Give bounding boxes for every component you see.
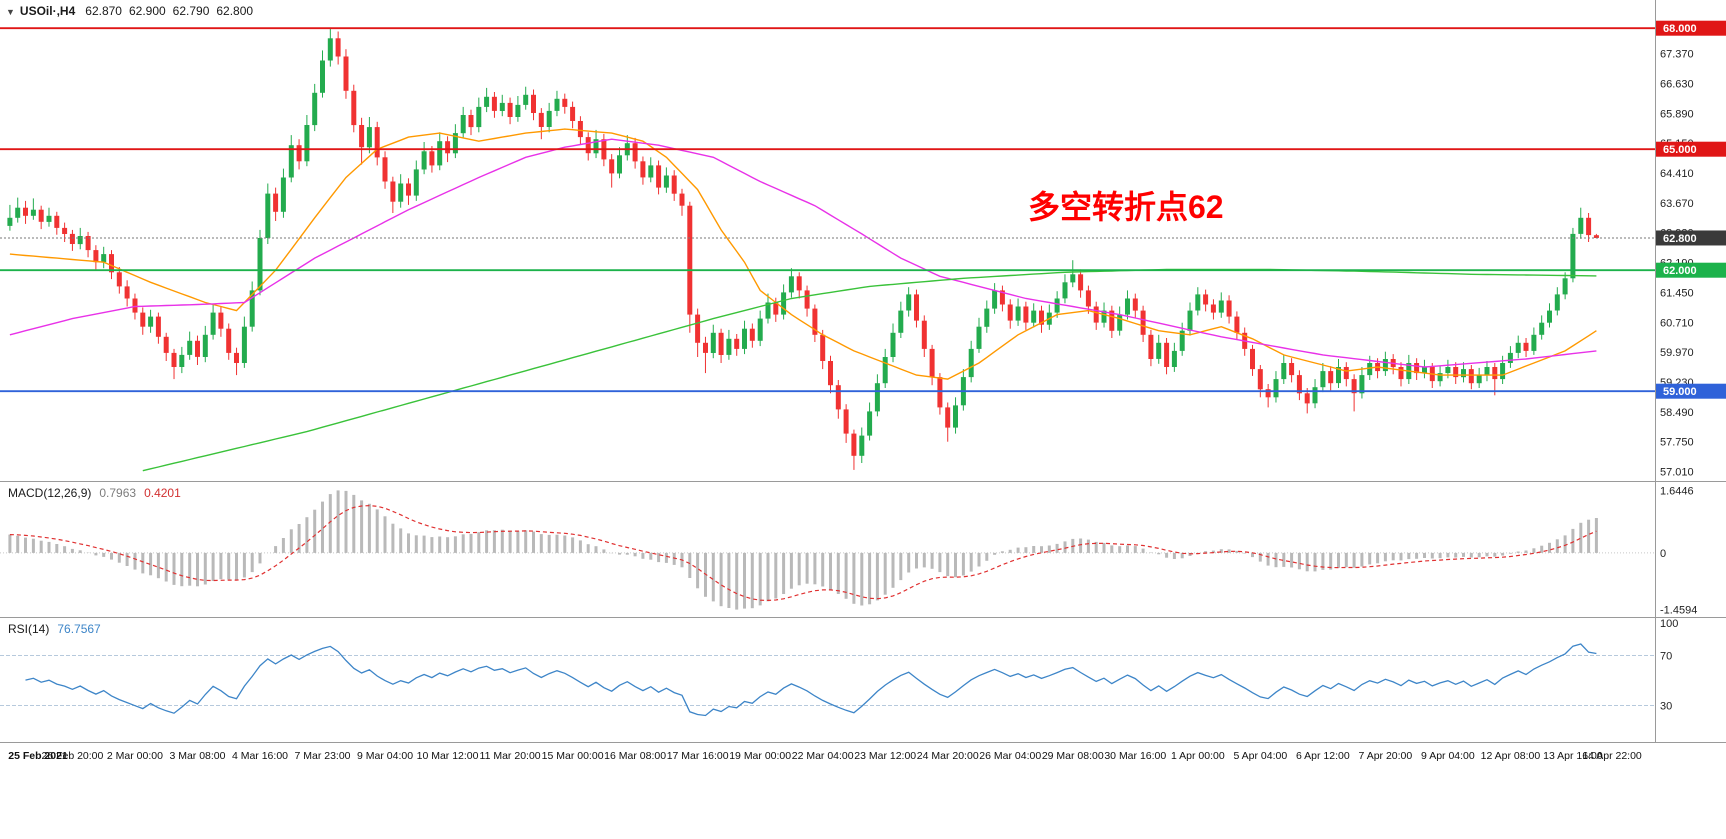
- time-label: 26 Feb 20:00: [41, 750, 104, 762]
- price-label-text: 68.000: [1663, 23, 1697, 35]
- ohlc-high: 62.900: [128, 4, 166, 18]
- rsi-label: RSI(14) 76.7567: [8, 622, 101, 636]
- macd-axis-min: -1.4594: [1660, 605, 1697, 617]
- time-label: 3 Mar 08:00: [169, 750, 226, 762]
- time-label: 1 Apr 00:00: [1170, 750, 1225, 762]
- candlestick-series: [7, 29, 1599, 470]
- time-label: 5 Apr 04:00: [1233, 750, 1288, 762]
- macd-axis-zero: 0: [1660, 548, 1666, 560]
- rsi-value: 76.7567: [57, 622, 101, 636]
- rsi-line: [25, 643, 1597, 717]
- symbol-label: USOil·,H4: [19, 4, 76, 18]
- time-label: 22 Mar 04:00: [791, 750, 854, 762]
- macd-axis-max: 1.6446: [1660, 485, 1694, 497]
- price-tick-label: 57.750: [1660, 437, 1694, 449]
- time-label: 12 Apr 08:00: [1480, 750, 1541, 762]
- time-label: 2 Mar 00:00: [106, 750, 163, 762]
- current-price-label-box: [1656, 230, 1726, 246]
- time-axis[interactable]: 25 Feb 2021 26 Feb 20:00 2 Mar 00:00 3 Mar …: [0, 743, 1726, 783]
- rsi-name: RSI(14): [8, 622, 50, 636]
- price-tick-label: 63.670: [1660, 198, 1694, 210]
- macd-name: MACD(12,26,9): [8, 486, 92, 500]
- price-tick-label: 57.010: [1660, 467, 1694, 479]
- time-label: 11 Mar 20:00: [479, 750, 541, 762]
- time-label: 16 Mar 08:00: [604, 750, 667, 762]
- time-label: 25 Feb 2021: [8, 750, 68, 762]
- price-tick-label: 58.490: [1660, 407, 1694, 419]
- rsi-axis-label: 30: [1660, 701, 1672, 713]
- fast-ma-line[interactable]: [9, 128, 1597, 380]
- time-label: 4 Mar 16:00: [231, 750, 289, 762]
- macd-panel[interactable]: 1.6446 0 -1.4594: [0, 482, 1726, 618]
- price-label-box-59.000: [1656, 383, 1726, 399]
- time-label: 26 Mar 04:00: [979, 750, 1042, 762]
- current-price-label-text: 62.800: [1663, 233, 1697, 245]
- price-scale-separator: [1655, 0, 1656, 743]
- chart-title: ▼ USOil·,H4 62.870 62.900 62.790 62.800: [6, 4, 260, 18]
- ohlc-low: 62.790: [172, 4, 210, 18]
- macd-signal-line: [9, 504, 1597, 602]
- rsi-axis-label: 70: [1660, 651, 1672, 663]
- time-label: 13 Apr 16:00: [1543, 750, 1603, 762]
- price-tick-label: 61.450: [1660, 287, 1694, 299]
- ohlc-open: 62.870: [85, 4, 122, 18]
- time-label: 9 Apr 04:00: [1421, 750, 1475, 762]
- time-label: 14 Apr 22:00: [1582, 750, 1642, 762]
- time-label: 23 Mar 12:00: [854, 750, 917, 762]
- price-label-box-62.000: [1656, 262, 1726, 278]
- macd-main-value: 0.7963: [99, 486, 137, 500]
- macd-label: MACD(12,26,9) 0.7963 0.4201: [8, 486, 181, 500]
- time-label: 30 Mar 16:00: [1104, 750, 1167, 762]
- price-tick-label: 64.410: [1660, 168, 1694, 180]
- price-tick-label: 59.970: [1660, 347, 1694, 359]
- rsi-panel[interactable]: 100 70 30: [0, 618, 1726, 743]
- time-label: 10 Mar 12:00: [416, 750, 479, 762]
- price-tick-label: 65.890: [1660, 108, 1694, 120]
- time-label: 7 Mar 23:00: [294, 750, 351, 762]
- rsi-axis-label: 100: [1660, 618, 1678, 630]
- time-label: 15 Mar 00:00: [541, 750, 604, 762]
- time-label: 7 Apr 20:00: [1358, 750, 1413, 762]
- price-panel[interactable]: 67.37066.63065.89065.15064.41063.67062.9…: [0, 0, 1726, 482]
- price-label-text: 59.000: [1663, 386, 1697, 398]
- macd-histogram: [8, 490, 1598, 610]
- ohlc-close: 62.800: [216, 4, 254, 18]
- dropdown-arrow-icon[interactable]: ▼: [6, 7, 15, 17]
- price-tick-label: 67.370: [1660, 49, 1694, 61]
- macd-signal-value: 0.4201: [144, 486, 181, 500]
- price-label-box-65.000: [1656, 141, 1726, 157]
- price-tick-label: 66.630: [1660, 78, 1694, 90]
- time-label: 24 Mar 20:00: [916, 750, 979, 762]
- price-label-text: 65.000: [1663, 144, 1697, 156]
- price-tick-label: 60.710: [1660, 317, 1694, 329]
- annotation-text[interactable]: 多空转折点62: [1028, 189, 1224, 225]
- time-label: 9 Mar 04:00: [357, 750, 414, 762]
- time-label: 29 Mar 08:00: [1041, 750, 1104, 762]
- time-label: 19 Mar 00:00: [729, 750, 792, 762]
- time-label: 17 Mar 16:00: [666, 750, 729, 762]
- time-label: 6 Apr 12:00: [1295, 750, 1350, 762]
- price-label-box-68.000: [1656, 20, 1726, 36]
- medium-ma-line[interactable]: [9, 138, 1597, 368]
- price-label-text: 62.000: [1663, 265, 1697, 277]
